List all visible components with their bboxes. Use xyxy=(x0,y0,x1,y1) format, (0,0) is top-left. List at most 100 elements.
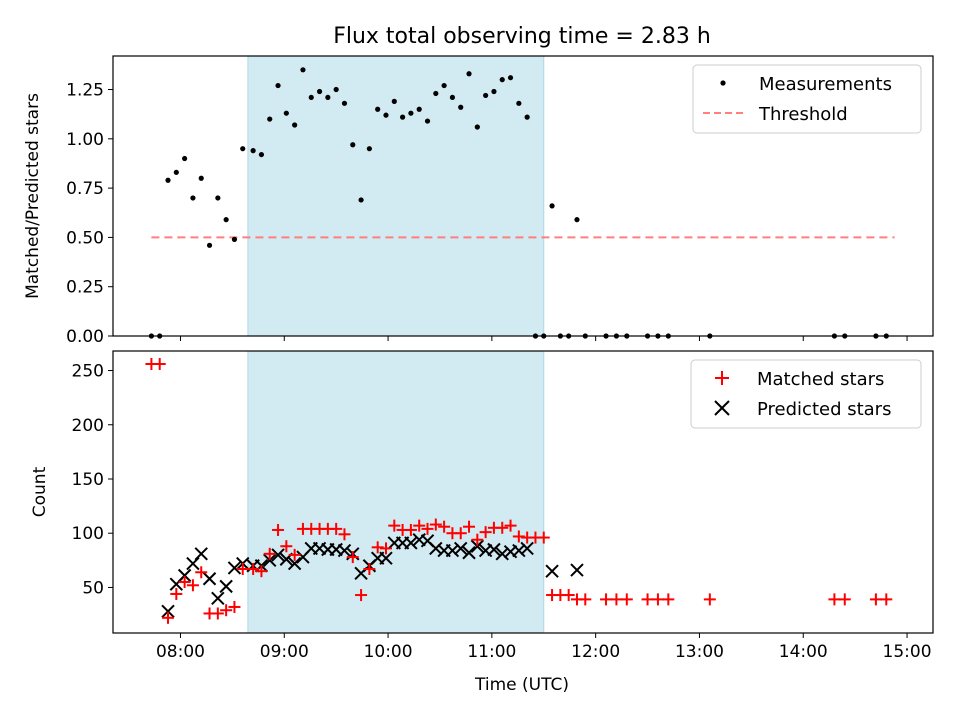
predicted-star-point xyxy=(462,546,476,560)
ratio-panel: 0.00 0.25 0.50 0.75 1.00 1.25 Matched/Predict… xyxy=(23,55,934,347)
measurement-point xyxy=(391,98,397,104)
matched-star-point xyxy=(338,528,351,541)
matched-star-point xyxy=(288,548,301,561)
matched-star-point xyxy=(413,519,426,532)
matched-star-point xyxy=(255,565,268,578)
measurement-point xyxy=(474,124,480,130)
matched-star-point xyxy=(371,541,384,554)
observing-window-shade-bottom xyxy=(247,350,545,634)
matched-star-point xyxy=(471,533,484,546)
ratio-y-tick-label: 0.00 xyxy=(66,327,104,347)
measurement-point xyxy=(499,77,505,83)
count-y-label: Count xyxy=(30,466,50,517)
matched-star-point xyxy=(454,527,467,540)
measurement-point xyxy=(198,175,204,181)
measurement-point xyxy=(375,106,381,112)
legend-matched-label: Matched stars xyxy=(757,369,884,390)
matched-star-point xyxy=(379,542,392,555)
measurement-point xyxy=(574,217,580,223)
matched-star-point xyxy=(263,547,276,560)
count-x-tick-label: 11:00 xyxy=(467,642,516,662)
observing-window-shade-top xyxy=(247,55,545,337)
measurement-point xyxy=(275,82,281,89)
count-panel: 50 100 150 200 250 08:00 09:00 10:00 11:00 12:00… xyxy=(30,350,934,695)
matched-star-point xyxy=(838,593,851,606)
count-legend: Matched stars Predicted stars xyxy=(690,359,922,429)
ratio-plot-frame xyxy=(112,55,934,337)
ratio-y-tick-label: 1.25 xyxy=(66,81,104,101)
measurement-point xyxy=(165,177,171,183)
count-x-tick-label: 14:00 xyxy=(779,642,828,662)
measurement-point xyxy=(231,236,238,242)
predicted-star-point xyxy=(445,543,460,558)
matched-star-point xyxy=(178,576,191,589)
measurement-point xyxy=(399,114,406,120)
matched-star-point xyxy=(479,526,492,539)
measurement-point xyxy=(341,100,348,106)
chart-title: Flux total observing time = 2.83 h xyxy=(333,24,711,49)
matched-star-point xyxy=(247,563,260,576)
matched-star-point xyxy=(562,589,575,602)
matched-star-point xyxy=(162,611,175,624)
matched-star-point xyxy=(211,607,224,620)
matched-star-point xyxy=(504,519,517,532)
ratio-y-tick-label: 0.25 xyxy=(66,278,104,298)
count-plot-frame xyxy=(112,350,934,634)
predicted-star-point xyxy=(271,548,285,562)
measurement-point xyxy=(491,88,497,95)
matched-star-point xyxy=(363,563,376,576)
legend-threshold-label: Threshold xyxy=(758,104,848,125)
measurement-point xyxy=(358,197,364,203)
count-x-tick-label: 12:00 xyxy=(571,642,620,662)
measurement-point xyxy=(333,86,339,93)
measurement-point xyxy=(258,151,265,158)
count-y-tick-label: 150 xyxy=(72,470,104,490)
measurement-point xyxy=(507,75,514,81)
ratio-legend: Measurements Threshold xyxy=(692,64,922,134)
predicted-star-point xyxy=(161,604,175,619)
measurement-point xyxy=(292,122,298,128)
measurement-point xyxy=(240,146,246,152)
matched-star-point xyxy=(620,593,633,606)
count-x-tick-label: 09:00 xyxy=(260,642,309,662)
measurement-point xyxy=(325,94,331,101)
measurement-point xyxy=(416,106,422,112)
ratio-x-ticks xyxy=(179,336,908,341)
measurement-point xyxy=(449,94,456,101)
measurement-point xyxy=(441,82,447,89)
measurement-point xyxy=(283,110,289,116)
count-x-axis: 08:00 09:00 10:00 11:00 12:00 13:00 14:00 15:00 xyxy=(156,633,932,662)
matched-star-point xyxy=(220,604,233,617)
predicted-star-point xyxy=(404,536,418,550)
ratio-y-axis: 0.00 0.25 0.50 0.75 1.00 1.25 xyxy=(66,81,113,347)
matched-star-point xyxy=(828,593,841,606)
predicted-star-point xyxy=(429,541,443,556)
ratio-y-tick-label: 1.00 xyxy=(66,130,104,150)
legend-measurements-label: Measurements xyxy=(759,74,892,95)
matched-star-point xyxy=(600,593,613,606)
measurement-point xyxy=(300,67,306,73)
measurement-point xyxy=(350,142,356,148)
measurement-point xyxy=(458,104,464,110)
matched-star-point xyxy=(579,593,592,606)
measurement-point xyxy=(316,88,323,95)
matched-star-point xyxy=(496,521,509,534)
predicted-star-point xyxy=(211,591,225,605)
matched-star-point xyxy=(512,530,525,543)
measurement-point xyxy=(173,169,179,175)
measurement-points xyxy=(148,67,889,339)
measurement-point xyxy=(267,116,273,122)
x-axis-label: Time (UTC) xyxy=(474,675,569,695)
legend-matched-marker xyxy=(715,371,729,385)
matched-star-point xyxy=(880,593,893,606)
matched-star-point xyxy=(355,589,368,602)
predicted-star-point xyxy=(337,543,352,558)
matched-star-point xyxy=(186,579,199,592)
matched-star-point xyxy=(404,523,417,536)
count-y-tick-label: 200 xyxy=(72,416,104,436)
ratio-y-label: Matched/Predicted stars xyxy=(23,93,43,299)
measurement-point xyxy=(308,94,314,101)
matched-star-point xyxy=(236,563,249,576)
predicted-star-point xyxy=(487,542,501,557)
